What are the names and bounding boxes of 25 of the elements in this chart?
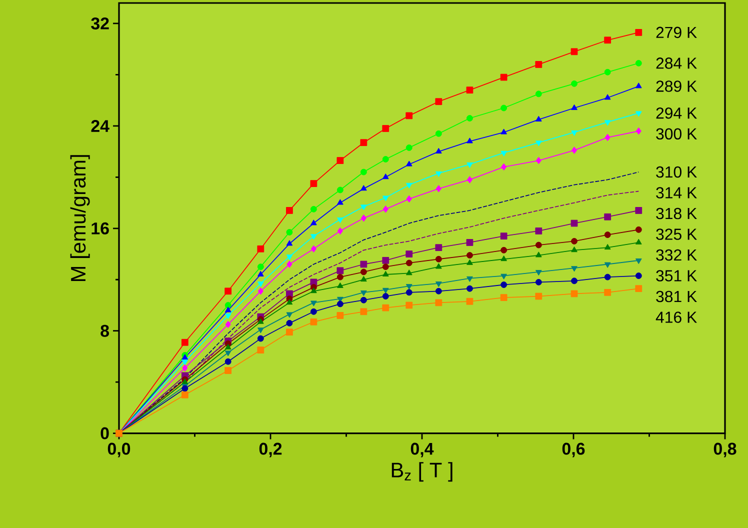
x-tick-label: 0,0 <box>108 442 130 458</box>
series-label: 325 K <box>656 228 697 240</box>
series-label: 351 K <box>656 270 697 282</box>
x-tick-label: 0,6 <box>562 442 585 458</box>
series-label: 300 K <box>656 128 697 140</box>
x-axis-title: B$_{z}$ [ T ] <box>392 462 452 482</box>
y-tick-label: 0 <box>100 427 109 440</box>
y-tick-label: 24 <box>91 120 110 132</box>
series-label: 416 K <box>656 312 697 323</box>
series-label: 381 K <box>656 290 697 302</box>
series-label: 289 K <box>656 80 697 92</box>
y-tick-label: 32 <box>91 17 109 30</box>
series-label: 284 K <box>656 58 697 69</box>
x-tick-label: 0,4 <box>410 442 434 458</box>
y-axis-title: M [emu/gram] <box>70 155 90 281</box>
series-label: 279 K <box>656 26 697 38</box>
series-label: 314 K <box>656 187 697 198</box>
series-label: 310 K <box>656 166 697 178</box>
x-tick-label: 0,8 <box>714 442 736 458</box>
y-tick-label: 16 <box>92 222 109 234</box>
series-label: 318 K <box>656 208 697 220</box>
x-tick-label: 0,2 <box>259 442 282 458</box>
series-label: 294 K <box>656 107 697 119</box>
y-tick-label: 8 <box>100 324 109 337</box>
series-label: 332 K <box>656 249 697 261</box>
